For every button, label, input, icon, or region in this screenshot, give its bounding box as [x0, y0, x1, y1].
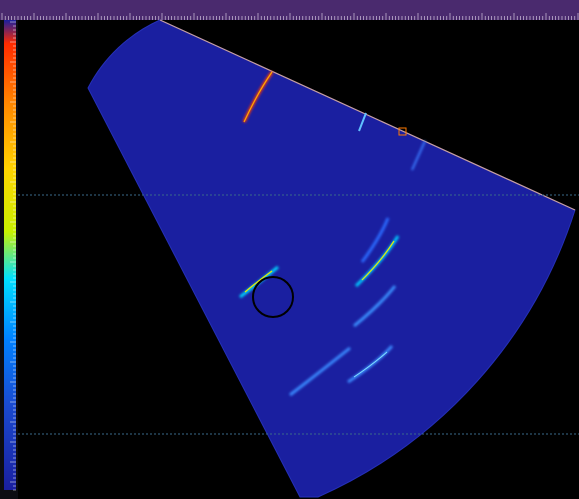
- echo-reflection: [411, 140, 426, 171]
- echo-reflection: [361, 240, 395, 281]
- echo-reflection: [358, 112, 367, 132]
- scan-sector[interactable]: [87, 19, 576, 498]
- echo-reflection: [353, 285, 397, 328]
- ruler-ticks: [1, 13, 579, 20]
- horizontal-ruler[interactable]: [0, 0, 579, 20]
- color-scale-ticks: [10, 21, 16, 491]
- color-scale-gradient: [4, 20, 16, 490]
- focus-marker-circle[interactable]: [252, 276, 294, 318]
- echo-reflection: [360, 217, 390, 263]
- echo-reflection: [289, 346, 351, 397]
- sector-top-edge: [159, 19, 576, 211]
- echo-reflection: [244, 270, 273, 293]
- echo-reflection: [353, 351, 388, 378]
- echo-reflection: [243, 71, 273, 123]
- gate-marker[interactable]: [398, 127, 407, 136]
